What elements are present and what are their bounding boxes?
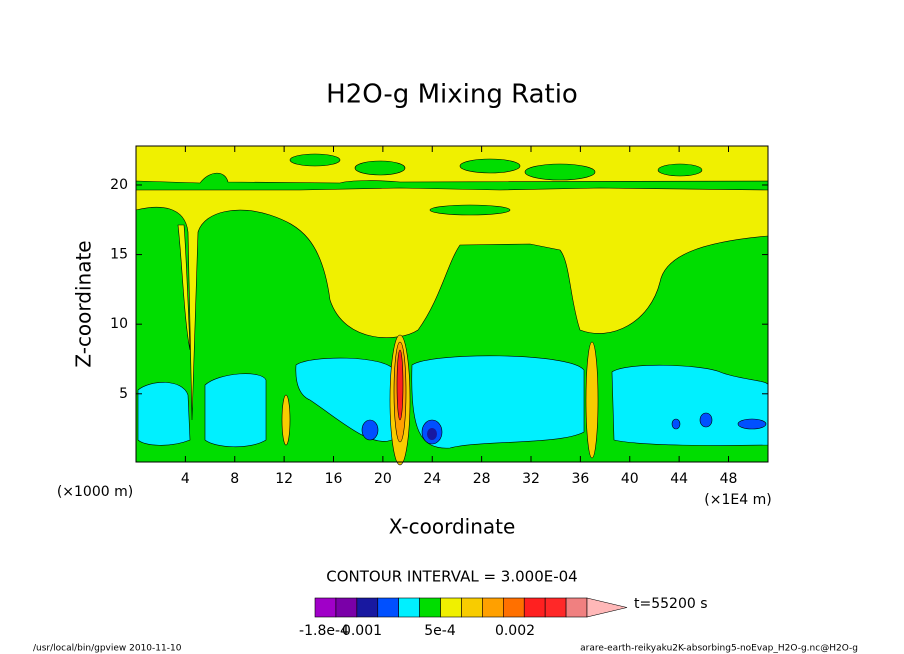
contour-region <box>657 163 703 177</box>
x-tick-label: 24 <box>423 471 441 487</box>
x-tick-label: 4 <box>181 471 190 487</box>
contour-region <box>611 364 769 446</box>
contour-region <box>699 412 713 428</box>
x-unit-label: (×1000 m) <box>57 484 133 500</box>
contour-region <box>177 224 191 351</box>
colorbar-cell <box>398 597 420 618</box>
colorbar-cell <box>523 597 546 618</box>
colorbar-cell <box>482 597 504 618</box>
x-tick-label: 16 <box>325 471 343 487</box>
x-tick-label: 36 <box>571 471 589 487</box>
x-unit-label: (×1E4 m) <box>704 492 771 508</box>
colorbar-label: 5e-4 <box>424 623 456 639</box>
colorbar-cell <box>503 597 525 618</box>
contour-region <box>137 382 191 446</box>
colorbar-cell <box>544 597 567 618</box>
contour-region <box>281 394 291 446</box>
contour-region <box>524 163 596 181</box>
x-tick-label: 12 <box>275 471 293 487</box>
time-label: t=55200 s <box>634 596 708 612</box>
colorbar-label: 0.001 <box>342 623 382 639</box>
footer: arare-earth-reikyaku2K-absorbing5-noEvap… <box>580 644 858 654</box>
colorbar-arrow <box>586 597 628 618</box>
contour-region <box>671 418 681 430</box>
contour-region <box>289 153 341 167</box>
x-tick-label: 32 <box>522 471 540 487</box>
colorbar-label: 0.002 <box>495 623 535 639</box>
contour-region <box>459 158 521 174</box>
contour-region <box>135 206 769 463</box>
contour-interval: CONTOUR INTERVAL = 3.000E-04 <box>326 568 577 586</box>
contour-region <box>396 349 404 421</box>
contour-region <box>204 373 267 448</box>
contour-region <box>737 418 767 430</box>
plot-frame <box>135 145 769 463</box>
y-tick-label: 10 <box>110 316 128 332</box>
contour-region <box>427 428 437 440</box>
contour-field <box>135 146 769 466</box>
y-axis-title: Z-coordinate <box>72 240 96 367</box>
colorbar-cell <box>335 597 358 618</box>
x-tick-label: 44 <box>670 471 688 487</box>
colorbar-cell <box>440 597 462 618</box>
contour-region <box>411 355 585 449</box>
colorbar-cell <box>377 597 399 618</box>
contour-region <box>585 341 599 459</box>
x-tick-label: 8 <box>230 471 239 487</box>
colorbar-cell <box>314 597 337 618</box>
x-tick-label: 20 <box>374 471 392 487</box>
footer: /usr/local/bin/gpview 2010-11-10 <box>33 644 182 654</box>
contour-region <box>354 160 406 176</box>
x-tick-label: 28 <box>473 471 491 487</box>
x-tick-label: 48 <box>720 471 738 487</box>
x-tick-label: 40 <box>621 471 639 487</box>
colorbar-cell <box>461 597 483 618</box>
colorbar-cell <box>565 597 588 618</box>
chart-title: H2O-g Mixing Ratio <box>326 80 578 110</box>
colorbar-label: -1.8e-4 <box>299 623 349 639</box>
x-axis-title: X-coordinate <box>389 515 516 539</box>
colorbar-cell <box>356 597 379 618</box>
contour-region <box>135 172 769 191</box>
y-tick-label: 20 <box>110 177 128 193</box>
contour-region <box>429 204 511 216</box>
y-tick-label: 15 <box>110 247 128 263</box>
colorbar-cell <box>419 597 441 618</box>
y-tick-label: 5 <box>119 386 128 402</box>
contour-region <box>361 419 379 441</box>
